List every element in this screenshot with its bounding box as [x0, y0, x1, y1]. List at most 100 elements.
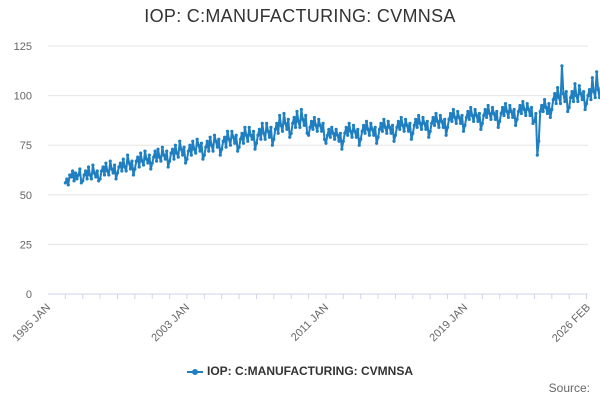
data-point [364, 119, 369, 123]
data-point [337, 139, 341, 143]
data-point [111, 171, 115, 175]
data-point [545, 111, 550, 116]
data-point [299, 107, 303, 112]
data-point [418, 121, 422, 125]
data-point [253, 147, 257, 151]
y-tick-label: 125 [14, 41, 32, 53]
data-point [341, 139, 345, 143]
data-point [280, 129, 285, 133]
data-point [247, 125, 251, 129]
y-tick-label: 75 [20, 140, 32, 152]
data-point [519, 111, 524, 116]
data-point [166, 165, 170, 169]
data-point [443, 117, 447, 122]
data-point [224, 145, 228, 149]
legend[interactable]: IOP: C:MANUFACTURING: CVMNSA [0, 364, 600, 378]
data-point [320, 129, 324, 133]
data-point [189, 153, 193, 157]
data-point [199, 141, 204, 145]
data-point [191, 139, 195, 143]
data-point [548, 115, 552, 120]
data-point [250, 137, 254, 141]
data-point [317, 117, 321, 122]
data-point [263, 137, 267, 141]
data-point [592, 90, 596, 94]
data-point [338, 131, 343, 135]
data-point [532, 119, 537, 123]
data-point [502, 113, 506, 118]
data-point [395, 125, 399, 129]
data-point [534, 111, 538, 116]
data-point [412, 123, 416, 127]
data-point [576, 99, 580, 104]
data-point [282, 111, 286, 116]
data-point [590, 76, 594, 80]
data-point [234, 133, 238, 137]
data-point [152, 155, 156, 159]
data-point [399, 115, 403, 120]
legend-dot [192, 368, 198, 375]
data-point [505, 109, 509, 114]
data-point [518, 103, 522, 108]
data-point [547, 101, 551, 106]
data-point [454, 121, 458, 125]
data-point [437, 125, 441, 129]
data-point [123, 165, 127, 169]
data-point [254, 141, 259, 145]
data-point [118, 161, 122, 165]
data-point [544, 105, 548, 110]
data-point [322, 137, 327, 141]
data-point [557, 95, 561, 100]
data-point [188, 143, 192, 147]
data-point [302, 123, 306, 127]
data-point [470, 113, 474, 118]
data-point [240, 131, 244, 135]
series-points [63, 64, 600, 187]
data-point [101, 165, 105, 169]
data-point [422, 121, 427, 125]
data-point [134, 159, 138, 163]
data-point [249, 133, 253, 137]
data-point [386, 119, 390, 123]
data-point [566, 109, 570, 114]
data-point [344, 125, 348, 129]
data-point [89, 177, 94, 181]
data-point [493, 117, 497, 122]
data-point [406, 129, 411, 133]
data-point [207, 149, 211, 153]
data-point [469, 105, 473, 110]
data-point [165, 149, 169, 153]
data-point [211, 149, 215, 153]
axes: 0 25 50 75 100 125 1995 JAN 2003 JAN 2011 JAN 201… [10, 41, 593, 345]
data-point [179, 147, 183, 151]
data-point [260, 121, 264, 125]
data-point [473, 107, 477, 112]
data-point [582, 90, 586, 94]
data-point [94, 175, 98, 179]
data-point [574, 94, 579, 98]
data-point [370, 127, 374, 131]
data-point [564, 90, 568, 94]
data-point [208, 135, 212, 139]
data-point [424, 127, 428, 131]
data-point [389, 131, 393, 135]
data-point [403, 117, 408, 122]
data-point [265, 121, 269, 125]
data-point [194, 151, 198, 155]
data-point [356, 127, 360, 131]
data-point [541, 109, 545, 114]
gridlines [48, 45, 588, 295]
data-point [331, 131, 335, 135]
data-point [490, 105, 495, 110]
data-point [295, 109, 299, 114]
data-point [540, 103, 544, 108]
data-point [560, 64, 564, 68]
data-point [570, 90, 574, 94]
data-point [584, 101, 589, 106]
data-point [215, 145, 219, 149]
data-point [147, 153, 151, 157]
data-point [346, 133, 350, 137]
data-point [430, 121, 434, 125]
data-point [259, 137, 263, 141]
data-point [477, 111, 482, 116]
